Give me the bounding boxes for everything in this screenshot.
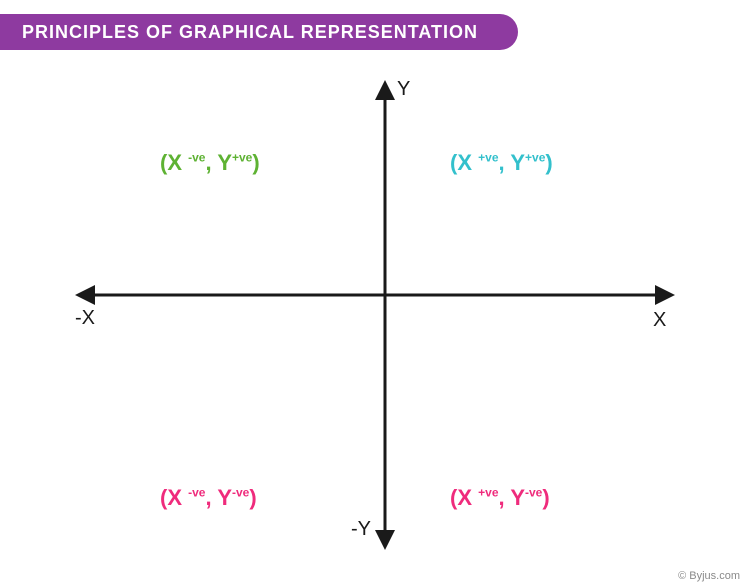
x-var: X	[457, 485, 472, 510]
y-var: Y	[510, 150, 525, 175]
x-sign: -ve	[188, 151, 205, 165]
sep: ,	[499, 150, 511, 175]
coordinate-plane: Y -Y X -X (X +ve, Y+ve) (X -ve, Y+ve) (X…	[75, 80, 675, 550]
sep: ,	[205, 485, 217, 510]
axis-label-pos-x: X	[653, 309, 666, 332]
y-sign: +ve	[232, 151, 252, 165]
x-var: X	[457, 150, 472, 175]
axis-label-neg-y: -Y	[351, 518, 371, 541]
x-var: X	[167, 485, 182, 510]
y-var: Y	[217, 485, 232, 510]
axis-label-neg-x: -X	[75, 307, 95, 330]
quadrant-4-label: (X +ve, Y-ve)	[450, 485, 550, 511]
axis-label-pos-y: Y	[397, 78, 410, 101]
sep: ,	[205, 150, 217, 175]
y-var: Y	[217, 150, 232, 175]
x-sign: -ve	[188, 486, 205, 500]
quadrant-2-label: (X -ve, Y+ve)	[160, 150, 260, 176]
x-var: X	[167, 150, 182, 175]
attribution-text: © Byjus.com	[678, 570, 740, 582]
title-banner: PRINCIPLES OF GRAPHICAL REPRESENTATION	[0, 14, 518, 50]
y-sign: -ve	[232, 486, 249, 500]
y-sign: +ve	[525, 151, 545, 165]
quadrant-3-label: (X -ve, Y-ve)	[160, 485, 257, 511]
y-sign: -ve	[525, 486, 542, 500]
y-var: Y	[510, 485, 525, 510]
quadrant-1-label: (X +ve, Y+ve)	[450, 150, 553, 176]
x-sign: +ve	[478, 151, 498, 165]
sep: ,	[499, 485, 511, 510]
x-sign: +ve	[478, 486, 498, 500]
